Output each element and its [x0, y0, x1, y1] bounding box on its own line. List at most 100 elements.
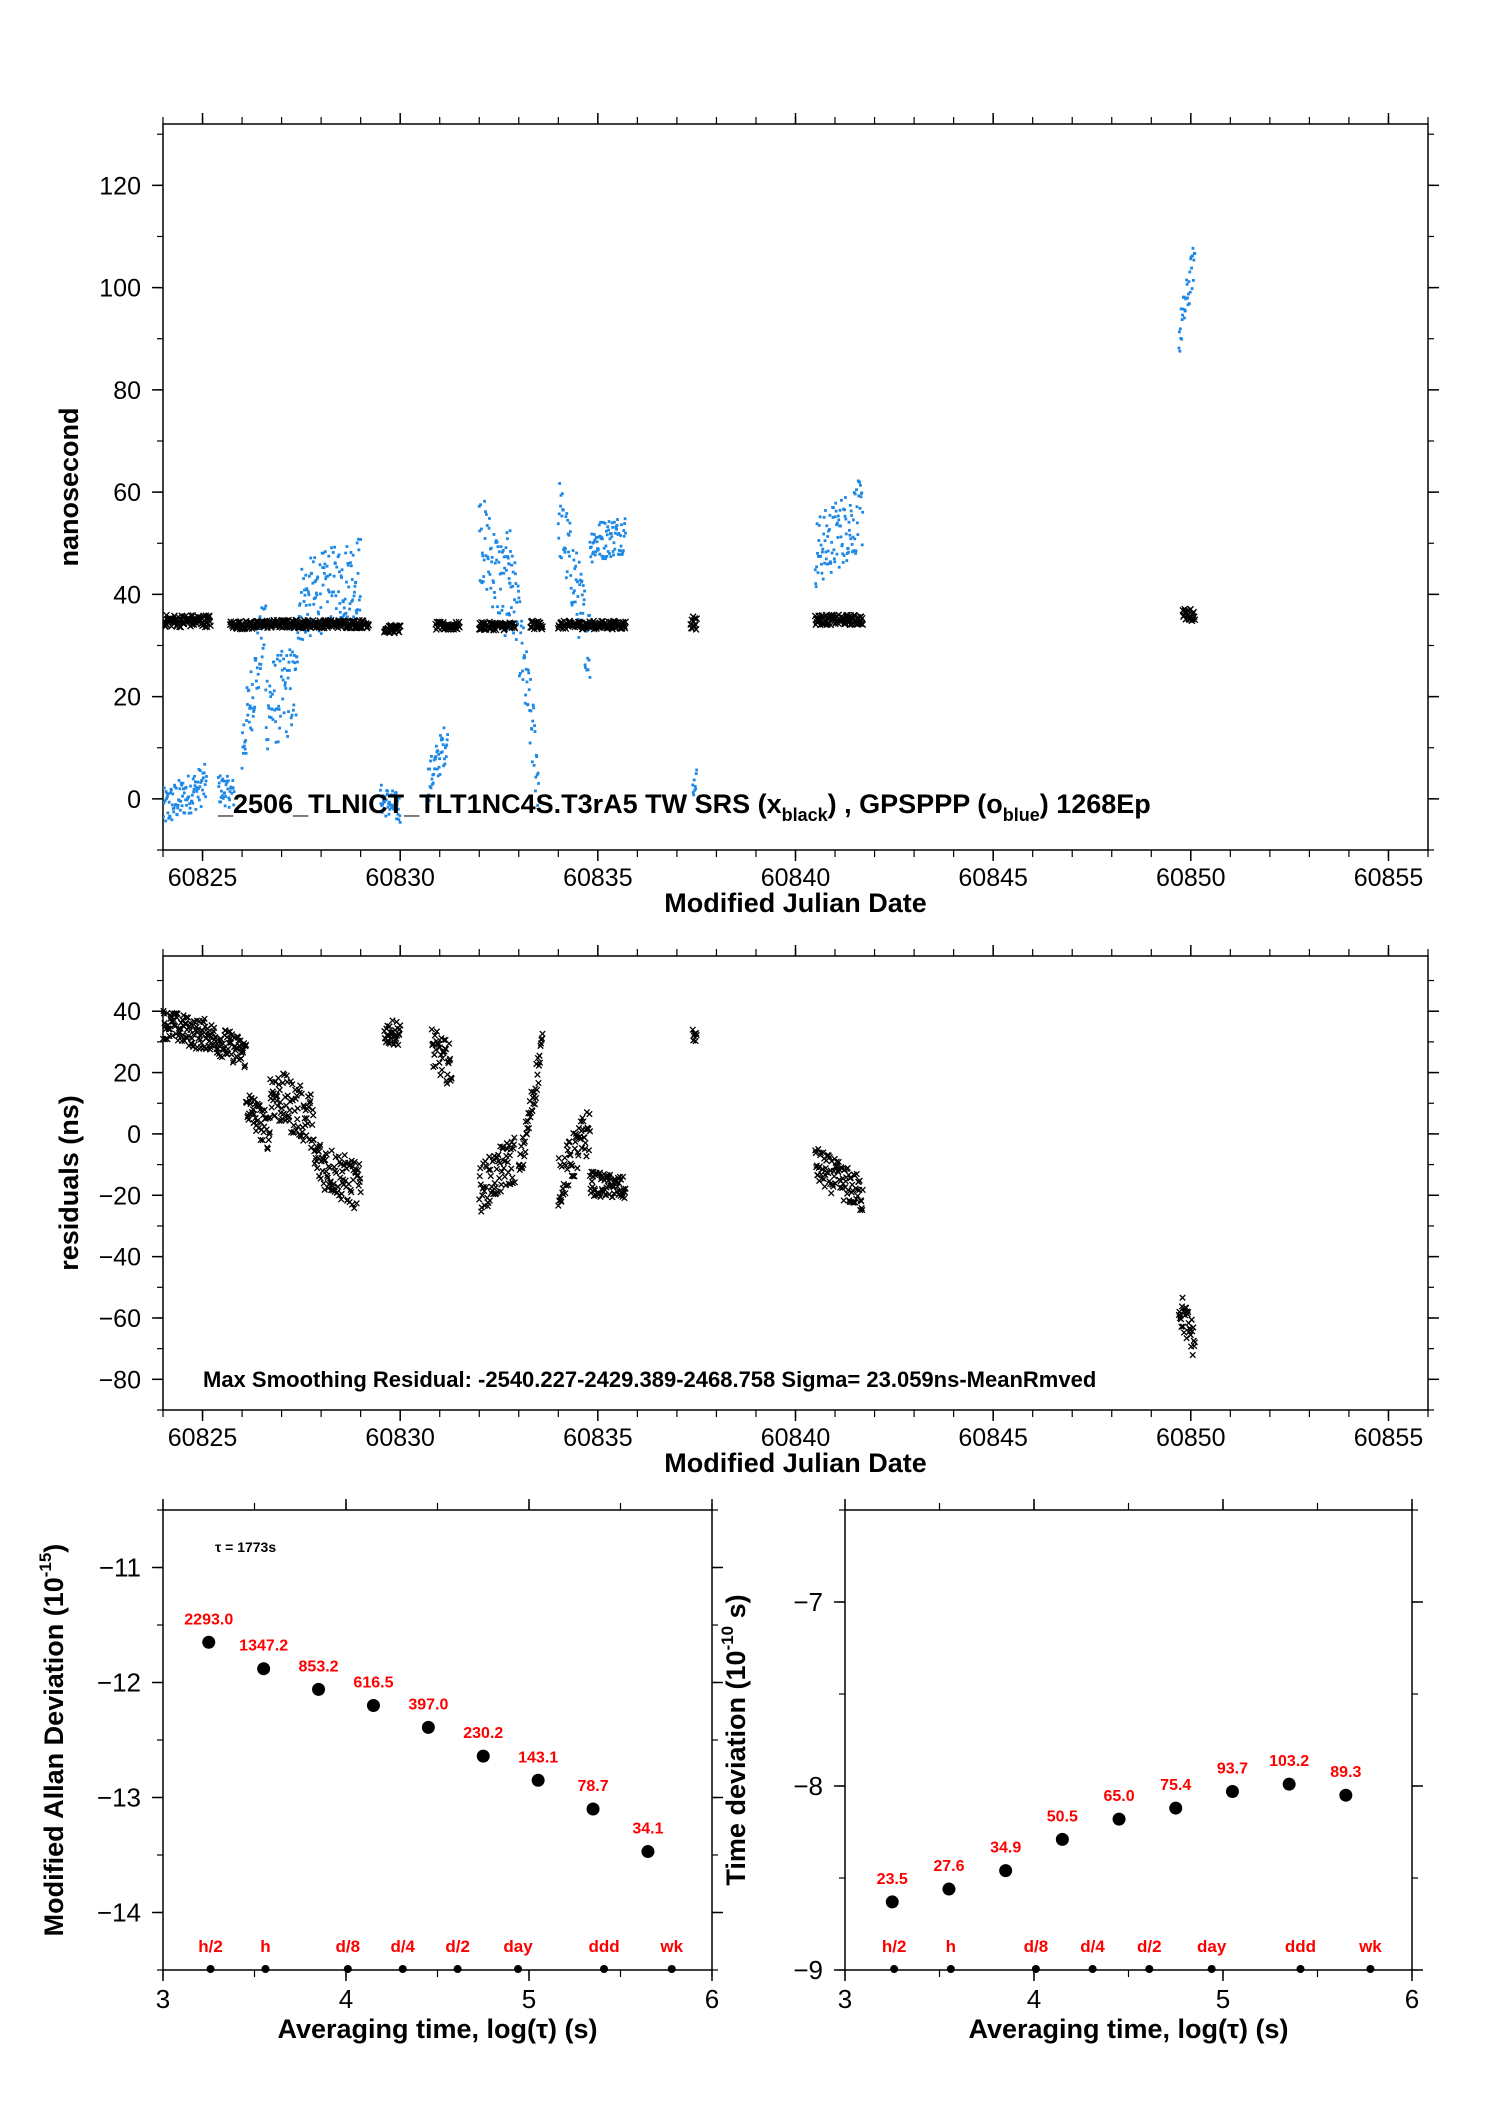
chart-top-panel: 60825 60830 60835 60840 60845 60850 60855 0 20 40…: [54, 113, 1439, 918]
gps-point: [222, 779, 226, 783]
annotation-end: ) 1268Ep: [1040, 789, 1151, 819]
gps-point: [844, 496, 847, 499]
residual-point: [446, 1057, 453, 1064]
residual-point: [341, 1151, 348, 1159]
gps-point: [484, 510, 487, 514]
gps-point: [187, 811, 191, 815]
gps-point: [691, 791, 695, 794]
gps-point: [167, 816, 171, 820]
gps-point: [586, 668, 590, 672]
gps-point: [288, 648, 292, 652]
gps-point: [379, 783, 383, 787]
residual-point: [693, 1031, 700, 1039]
residual-point: [436, 1059, 443, 1067]
gps-point: [272, 660, 276, 664]
residual-point: [338, 1190, 345, 1198]
gps-point: [250, 683, 254, 686]
gps-point: [281, 678, 285, 682]
gps-point: [829, 571, 833, 574]
gps-point: [514, 638, 518, 641]
gps-point: [335, 565, 339, 569]
gps-point: [331, 551, 335, 554]
gps-point: [322, 551, 325, 555]
deviation-point: [476, 1749, 490, 1763]
gps-point: [232, 790, 236, 794]
gps-point: [334, 594, 338, 598]
gps-point: [819, 554, 822, 558]
gps-point: [484, 513, 488, 516]
tw-point: [692, 626, 700, 633]
gps-point: [814, 582, 818, 586]
residual-point: [583, 1153, 590, 1160]
gps-point: [493, 596, 497, 600]
gps-point: [832, 506, 835, 510]
gps-point: [624, 531, 627, 535]
gps-point: [576, 618, 580, 621]
time-marker-point: [343, 1965, 352, 1973]
gps-point: [601, 520, 605, 524]
gps-point: [820, 562, 823, 566]
annotation-sub-blue: blue: [1003, 805, 1040, 825]
gps-point: [315, 591, 318, 595]
gps-point: [519, 631, 523, 635]
gps-point: [604, 557, 607, 561]
residual-point: [597, 1193, 604, 1201]
gps-point: [603, 555, 607, 559]
gps-point: [204, 795, 207, 799]
gps-point: [288, 687, 292, 691]
gps-point: [601, 557, 605, 560]
gps-point: [622, 529, 626, 532]
gps-point: [607, 528, 611, 532]
gps-point: [832, 557, 836, 561]
residual-point: [242, 1041, 250, 1049]
residual-point: [224, 1045, 232, 1053]
residual-point: [170, 1016, 177, 1023]
gps-point: [1185, 278, 1189, 282]
gps-point: [504, 555, 507, 558]
residual-point: [317, 1175, 324, 1182]
gps-point: [622, 534, 626, 538]
time-marker-label: ddd: [588, 1937, 619, 1956]
gps-point: [315, 577, 319, 580]
gps-point: [289, 716, 293, 720]
gps-point: [356, 608, 359, 612]
gps-point: [313, 556, 317, 560]
residual-point: [566, 1138, 573, 1145]
gps-point: [586, 656, 590, 660]
residual-point: [348, 1201, 356, 1208]
x-tick-label: 5: [522, 1984, 536, 2014]
gps-point: [510, 563, 514, 567]
gps-point: [522, 626, 525, 630]
gps-point: [396, 812, 400, 816]
residual-point: [275, 1074, 282, 1082]
gps-point: [861, 510, 865, 514]
gps-point: [693, 784, 697, 788]
gps-point: [598, 552, 602, 556]
residual-point: [239, 1049, 247, 1056]
gps-point: [349, 564, 353, 568]
gps-point: [300, 567, 304, 571]
gps-point: [342, 606, 346, 610]
residual-point: [535, 1079, 542, 1087]
residual-point: [316, 1143, 323, 1150]
gps-point: [828, 528, 831, 531]
gps-point: [168, 815, 172, 819]
gps-point: [314, 596, 317, 600]
gps-point: [564, 547, 567, 551]
y-tick-label: 100: [99, 275, 141, 303]
gps-point: [822, 515, 826, 519]
gps-point: [176, 806, 180, 810]
gps-point: [835, 552, 839, 556]
residual-point: [1178, 1303, 1186, 1310]
y-axis-label: residuals (ns): [54, 1095, 84, 1271]
gps-point: [843, 514, 847, 518]
gps-point: [1180, 337, 1184, 341]
gps-point: [536, 804, 540, 807]
gps-point: [342, 600, 345, 604]
gps-point: [333, 545, 336, 549]
time-marker-point: [1296, 1965, 1305, 1973]
gps-point: [217, 781, 221, 785]
top-data: [163, 246, 1199, 824]
y-tick-label: 60: [113, 479, 141, 507]
residual-point: [276, 1117, 283, 1125]
